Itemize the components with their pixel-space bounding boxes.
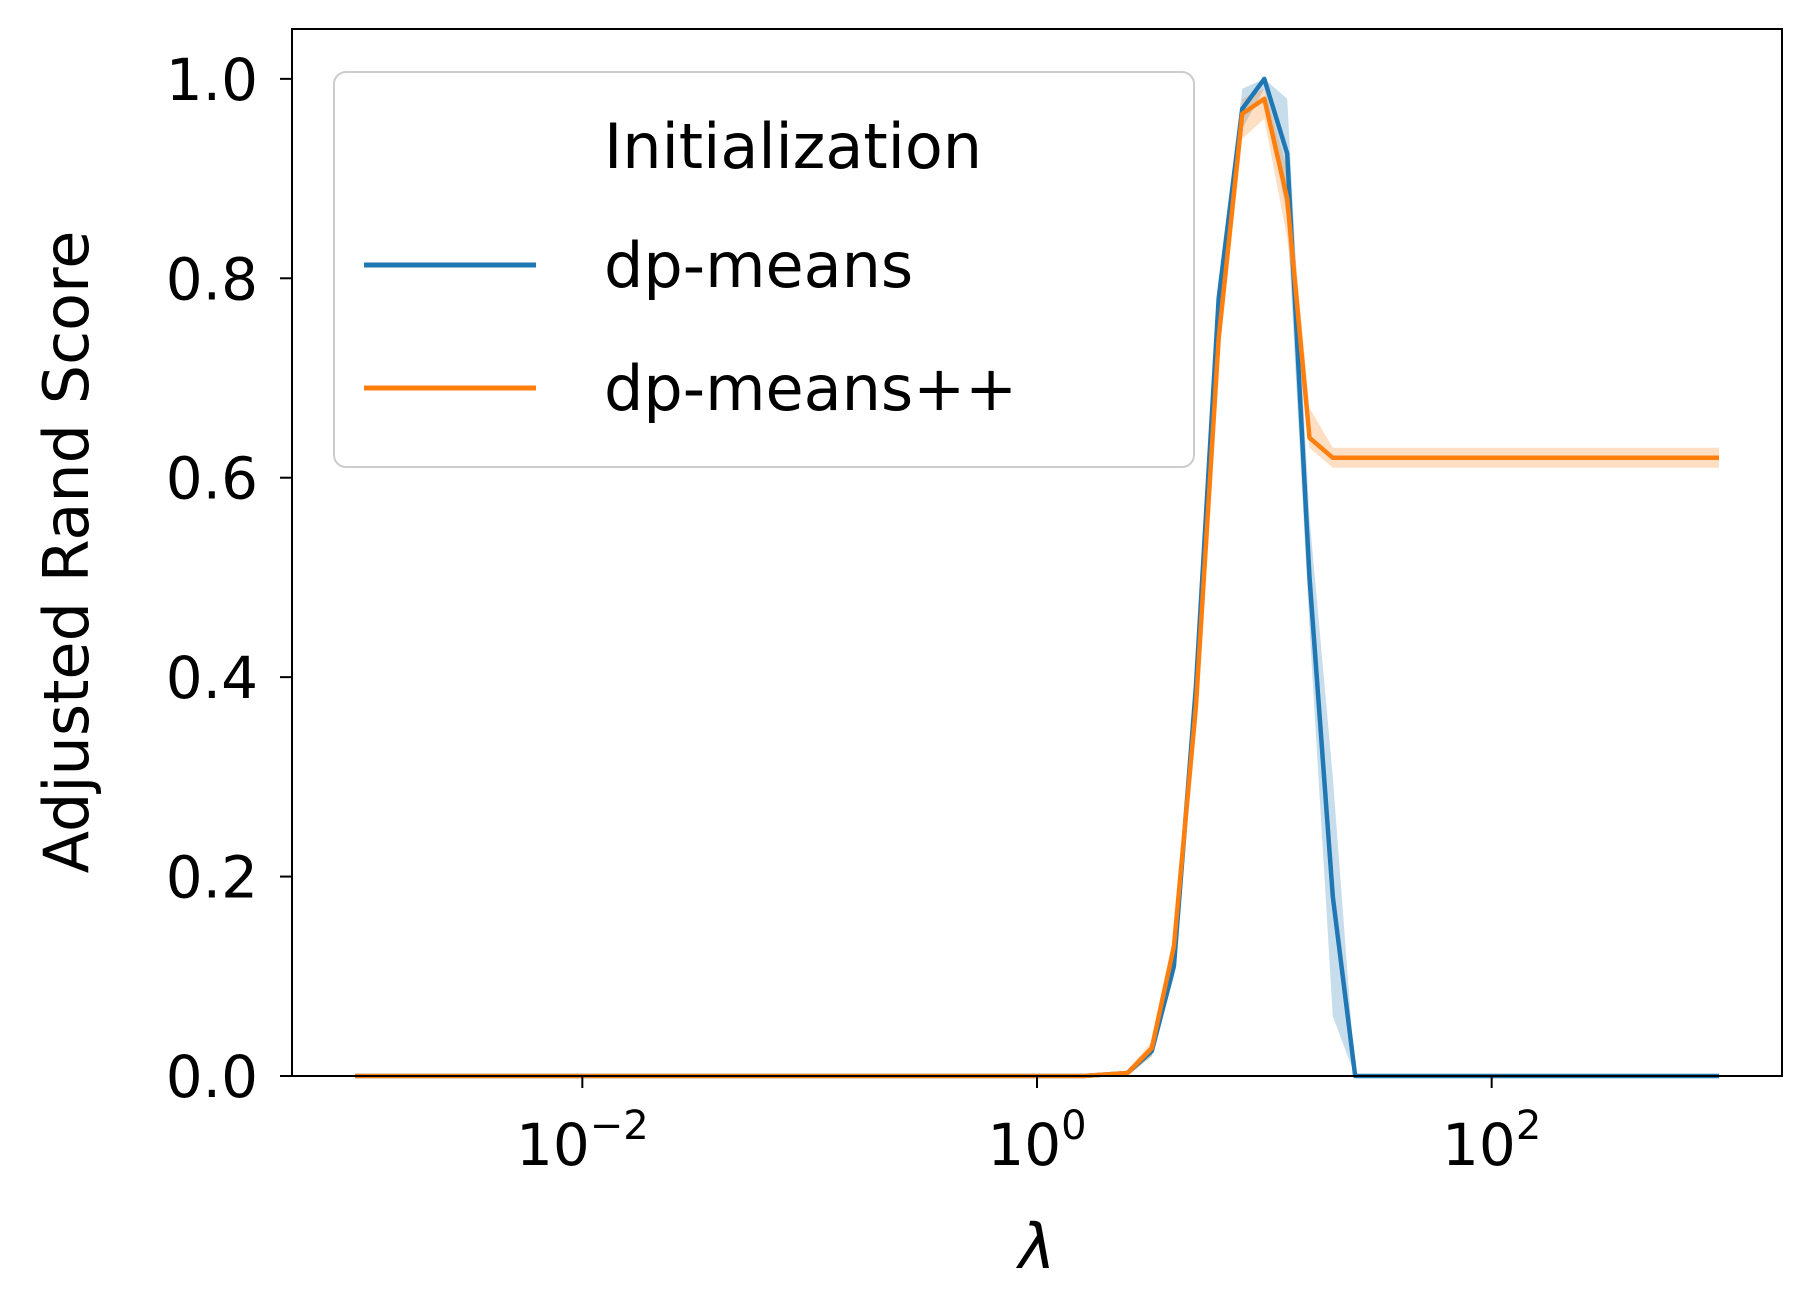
y-axis-ticks: 0.0 0.2 0.4 0.6 0.8 1.0 [166, 46, 292, 1111]
y-tick-label: 0.8 [166, 245, 258, 313]
legend-box [333, 71, 1195, 468]
x-tick-label: 100 [987, 1103, 1086, 1179]
x-tick-label: 102 [1442, 1103, 1541, 1179]
legend-title: Initialization [604, 110, 982, 183]
legend-label-dp-means-plus-plus: dp-means++ [604, 352, 1017, 425]
legend-label-dp-means: dp-means [604, 229, 913, 302]
y-tick-label: 1.0 [166, 46, 258, 114]
y-tick-label: 0.2 [166, 844, 258, 912]
y-tick-label: 0.4 [166, 644, 258, 712]
y-tick-label: 0.6 [166, 445, 258, 513]
y-axis-label: Adjusted Rand Score [30, 231, 103, 874]
legend: Initialization dp-means dp-means++ [333, 71, 1195, 468]
x-tick-label: 10−2 [516, 1103, 649, 1179]
x-axis-label: λ [1016, 1210, 1056, 1283]
x-axis-ticks: 10−2 100 102 [516, 1076, 1541, 1179]
y-tick-label: 0.0 [166, 1043, 258, 1111]
